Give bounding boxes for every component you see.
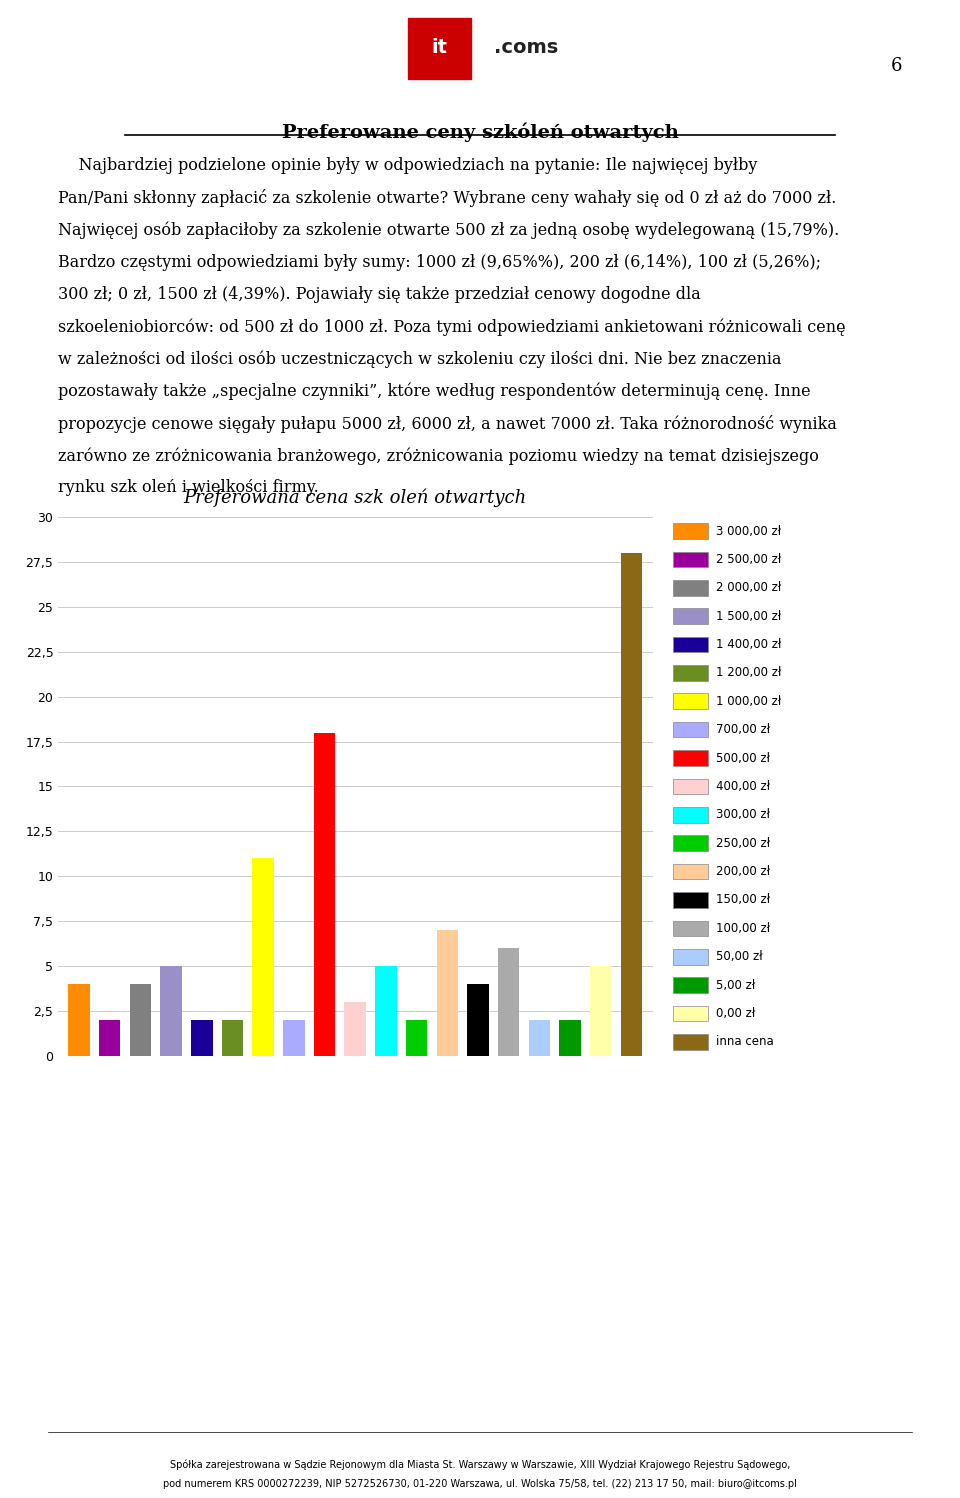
Text: zarówno ze zróżnicowania branżowego, zróżnicowania poziomu wiedzy na temat dzisi: zarówno ze zróżnicowania branżowego, zró… [58,446,819,464]
Bar [68,984,90,1056]
Bar [673,523,708,539]
Bar [191,1020,212,1056]
Text: 150,00 zł: 150,00 zł [715,893,770,906]
Text: 400,00 zł: 400,00 zł [715,780,770,792]
Text: .coms: .coms [494,37,559,57]
Bar [673,864,708,879]
Text: 250,00 zł: 250,00 zł [715,837,770,849]
Bar [673,893,708,908]
Text: 1 000,00 zł: 1 000,00 zł [715,695,780,707]
Text: szkoeleniobiorców: od 500 zł do 1000 zł. Poza tymi odpowiedziami ankietowani róż: szkoeleniobiorców: od 500 zł do 1000 zł.… [58,318,845,336]
Bar [222,1020,243,1056]
Text: 200,00 zł: 200,00 zł [715,866,770,878]
Text: 1 200,00 zł: 1 200,00 zł [715,667,780,680]
Text: 2 500,00 zł: 2 500,00 zł [715,553,780,566]
Bar [314,733,335,1056]
Text: 100,00 zł: 100,00 zł [715,921,770,935]
Bar [673,608,708,625]
Title: Preferowana cena szk oleń otwartych: Preferowana cena szk oleń otwartych [183,488,527,506]
Bar [673,921,708,936]
Text: 1 400,00 zł: 1 400,00 zł [715,638,780,652]
Text: it: it [432,37,447,57]
Bar [437,930,458,1056]
Bar [673,551,708,568]
Text: Bardzo częstymi odpowiedziami były sumy: 1000 zł (9,65%%), 200 zł (6,14%), 100 z: Bardzo częstymi odpowiedziami były sumy:… [58,255,821,271]
Text: 6: 6 [891,57,902,75]
Text: w zależności od ilości osób uczestniczących w szkoleniu czy ilości dni. Nie bez : w zależności od ilości osób uczestnicząc… [58,351,781,369]
Text: inna cena: inna cena [715,1035,774,1049]
Text: rynku szk oleń i wielkości firmy.: rynku szk oleń i wielkości firmy. [58,479,319,496]
Bar [589,966,612,1056]
Text: 2 000,00 zł: 2 000,00 zł [715,581,780,595]
Bar [673,580,708,596]
Bar [673,665,708,680]
Text: 5,00 zł: 5,00 zł [715,978,755,992]
Bar [529,1020,550,1056]
Bar [673,779,708,794]
Text: 3 000,00 zł: 3 000,00 zł [715,524,780,538]
Text: Pan/Pani skłonny zapłacić za szkolenie otwarte? Wybrane ceny wahały się od 0 zł : Pan/Pani skłonny zapłacić za szkolenie o… [58,189,836,208]
Bar [673,1005,708,1022]
Text: Najwięcej osób zapłaciłoby za szkolenie otwarte 500 zł za jedną osobę wydelegowa: Najwięcej osób zapłaciłoby za szkolenie … [58,222,839,240]
Bar [673,977,708,993]
Bar [620,553,642,1056]
Bar [673,836,708,851]
Bar [99,1020,121,1056]
Text: pozostawały także „specjalne czynniki”, które według respondentów determinują ce: pozostawały także „specjalne czynniki”, … [58,383,810,400]
Bar [345,1002,366,1056]
Bar [252,858,274,1056]
Text: Spółka zarejestrowana w Sądzie Rejonowym dla Miasta St. Warszawy w Warszawie, XI: Spółka zarejestrowana w Sądzie Rejonowym… [170,1459,790,1470]
Bar [673,948,708,965]
Text: 500,00 zł: 500,00 zł [715,752,770,764]
Bar [498,948,519,1056]
Bar [673,694,708,709]
Bar [673,1034,708,1050]
Text: Preferowane ceny szkóleń otwartych: Preferowane ceny szkóleń otwartych [281,123,679,142]
Text: 1 500,00 zł: 1 500,00 zł [715,610,780,623]
Text: Najbardziej podzielone opinie były w odpowiedziach na pytanie: Ile najwięcej był: Najbardziej podzielone opinie były w odp… [58,157,757,174]
Text: 300 zł; 0 zł, 1500 zł (4,39%). Pojawiały się także przedział cenowy dogodne dla: 300 zł; 0 zł, 1500 zł (4,39%). Pojawiały… [58,286,701,303]
Bar [673,637,708,652]
Text: 300,00 zł: 300,00 zł [715,809,770,821]
Text: pod numerem KRS 0000272239, NIP 5272526730, 01-220 Warszawa, ul. Wolska 75/58, t: pod numerem KRS 0000272239, NIP 52725267… [163,1479,797,1489]
Bar [673,722,708,737]
Bar [673,807,708,822]
Bar [468,984,489,1056]
Text: propozycje cenowe sięgały pułapu 5000 zł, 6000 zł, a nawet 7000 zł. Taka różnoro: propozycje cenowe sięgały pułapu 5000 zł… [58,415,836,433]
Bar [160,966,181,1056]
Text: 0,00 zł: 0,00 zł [715,1007,755,1020]
Text: 700,00 zł: 700,00 zł [715,724,770,736]
Bar [673,750,708,765]
Bar [130,984,151,1056]
Text: 50,00 zł: 50,00 zł [715,950,762,963]
Bar [560,1020,581,1056]
Bar [375,966,396,1056]
Bar [406,1020,427,1056]
Bar [283,1020,304,1056]
Bar [408,18,471,79]
